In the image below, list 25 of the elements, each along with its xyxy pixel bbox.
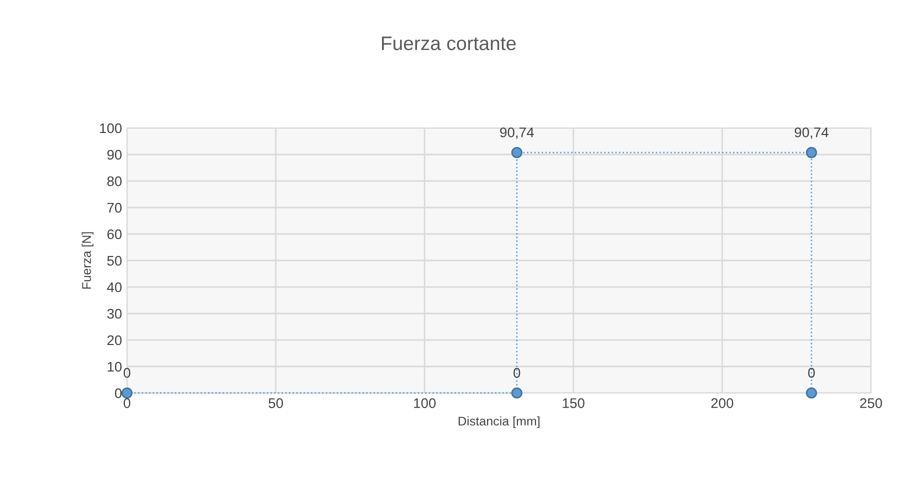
data-label: 0 [514,368,520,378]
x-tick-label: 100 [414,398,436,408]
y-tick-label: 70 [107,202,122,213]
x-tick-label: 200 [711,398,734,408]
data-label: 90,74 [500,127,534,139]
y-tick-label: 0 [114,388,122,398]
y-axis-title: Fuerza [N] [82,232,94,289]
y-tick-label: 20 [107,335,122,346]
x-tick-label: 150 [562,398,584,408]
x-axis-title: Distancia [mm] [458,416,540,428]
x-tick-label: 50 [268,398,283,408]
data-label: 0 [808,368,815,378]
y-tick-label: 40 [107,282,122,292]
x-tick-label: 0 [124,398,130,408]
data-label: 0 [124,368,130,378]
data-label: 90,74 [794,127,828,139]
y-tick-label: 50 [107,256,122,266]
x-tick-label: 250 [860,398,882,408]
y-tick-label: 100 [100,123,122,134]
y-tick-label: 80 [107,176,122,186]
y-tick-label: 30 [107,308,122,319]
y-tick-label: 90 [107,150,122,160]
chart-title: Fuerza cortante [382,36,516,50]
y-tick-label: 10 [108,362,122,372]
y-tick-label: 60 [107,229,122,240]
